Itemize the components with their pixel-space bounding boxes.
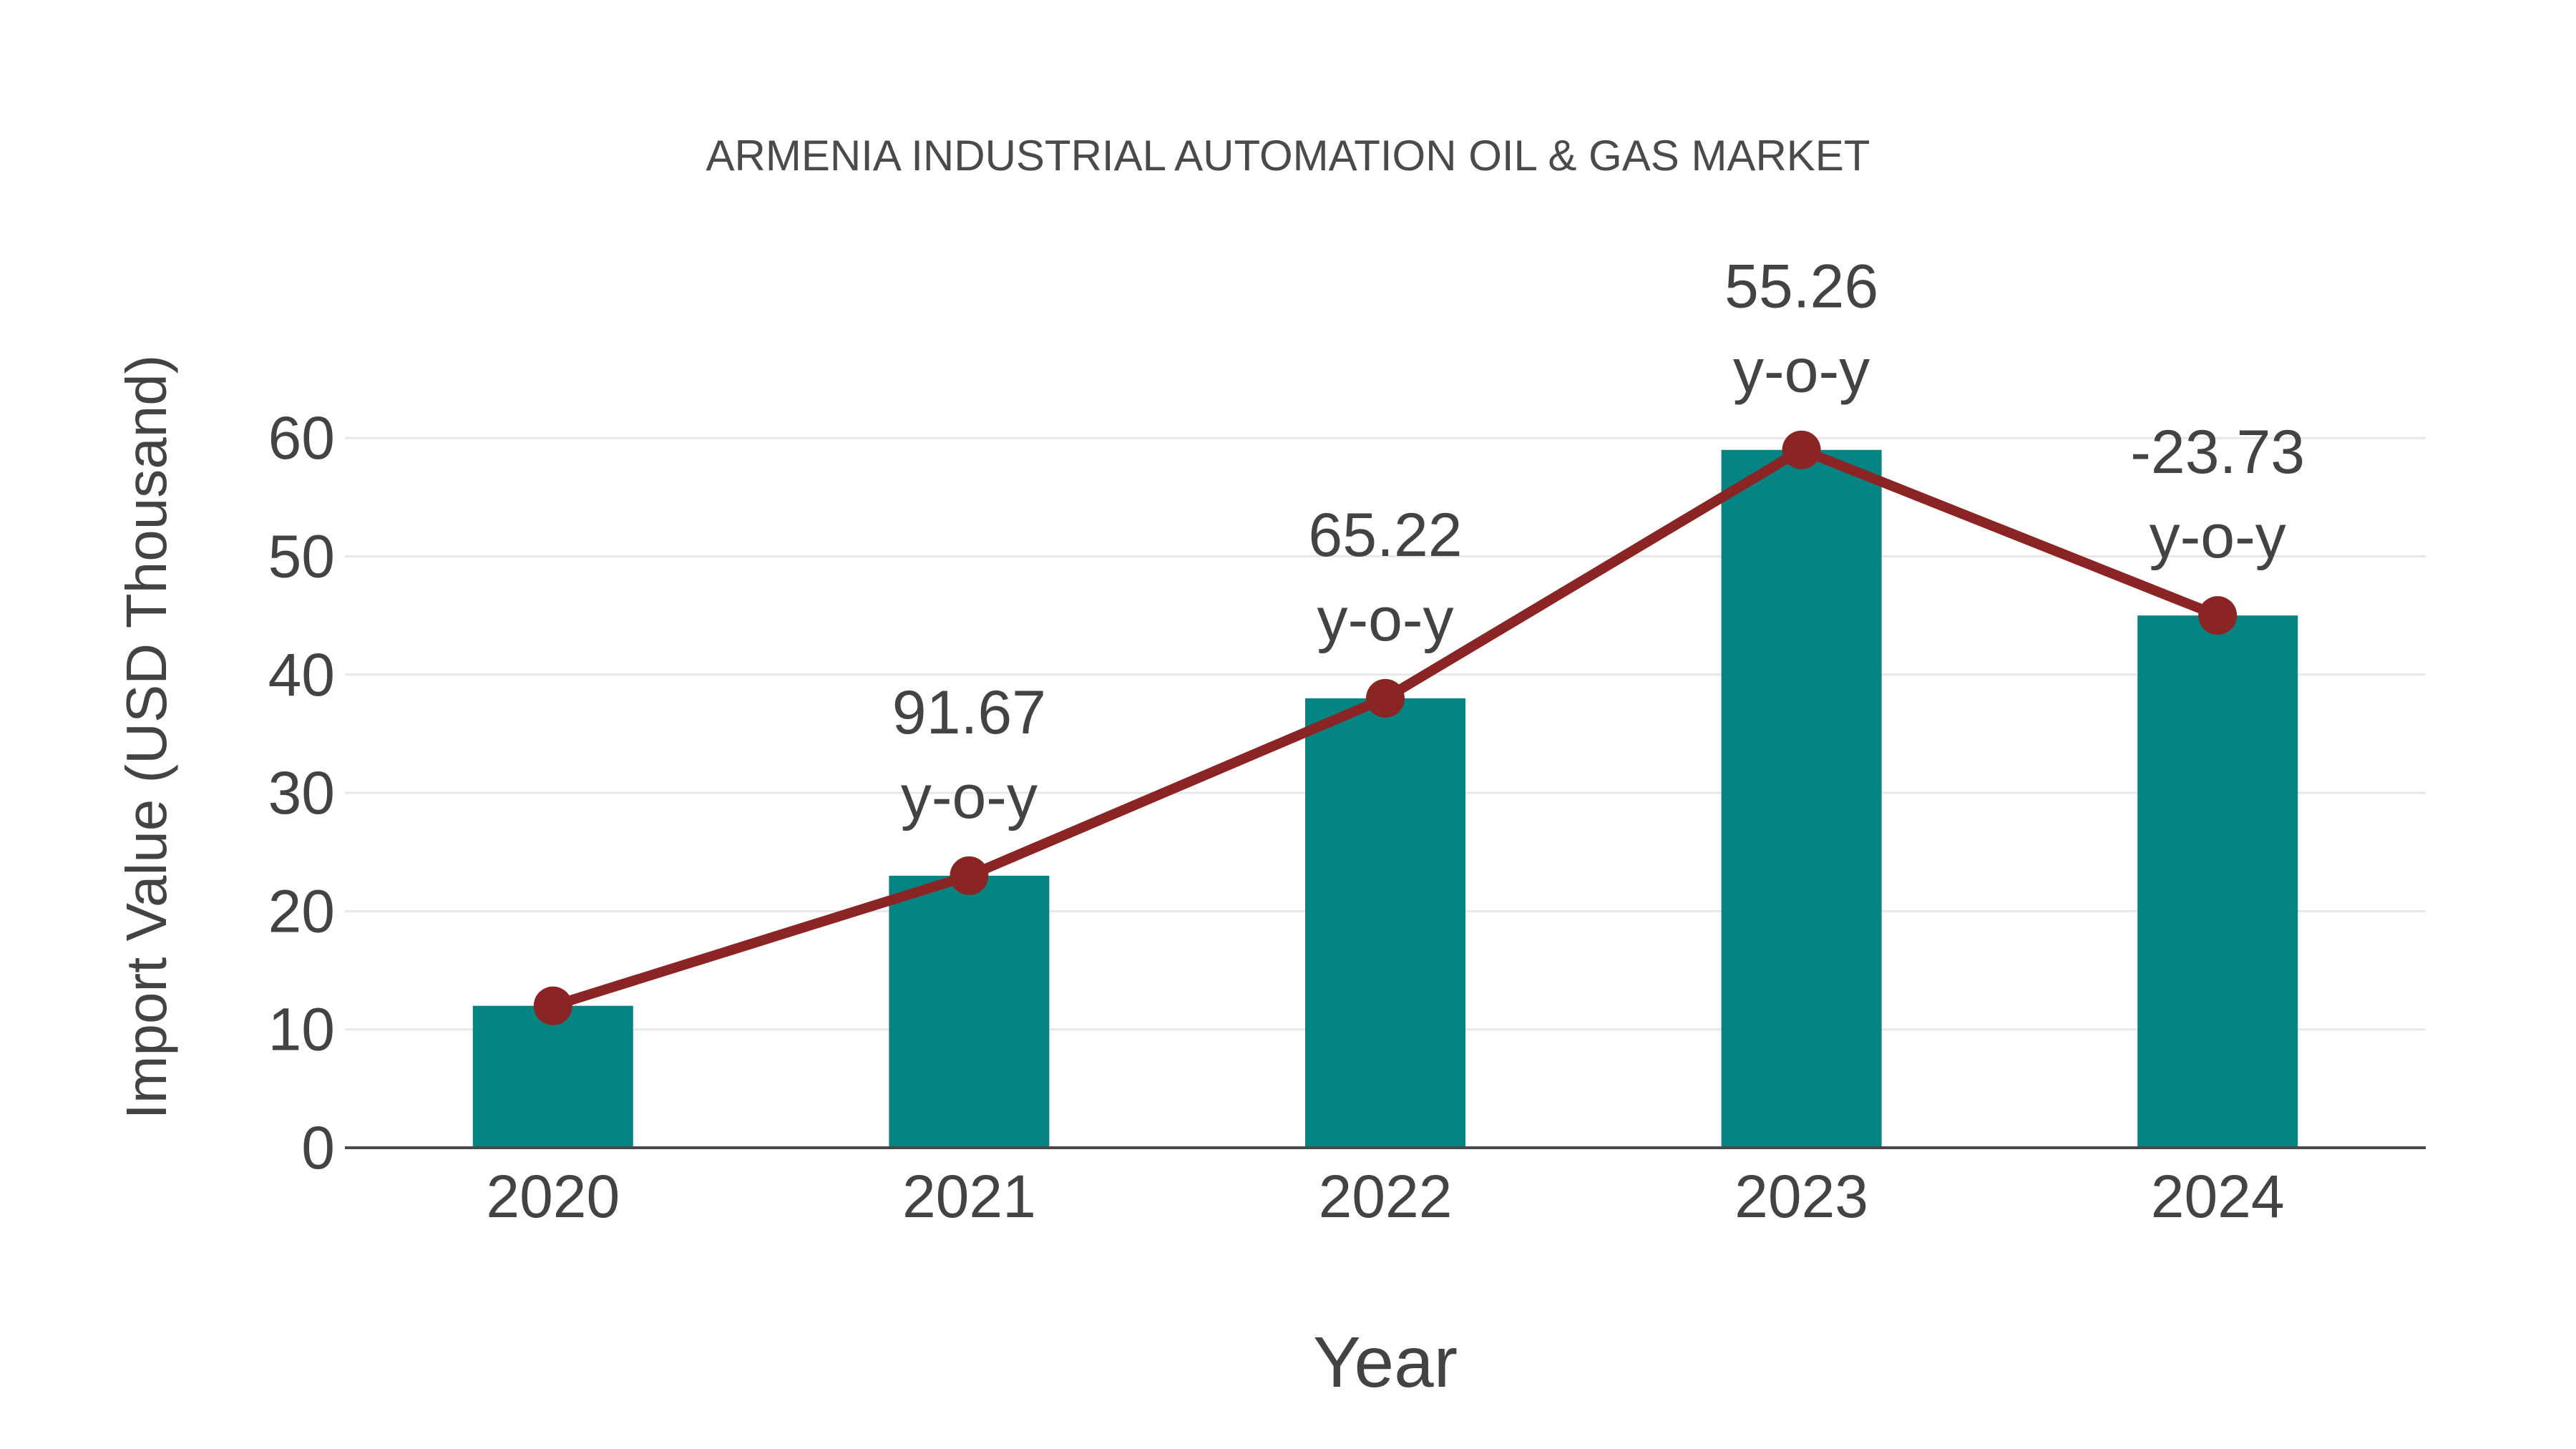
bar-2020: [472, 1005, 633, 1148]
trend-marker-2024: [2198, 596, 2238, 635]
annotation-unit-2021: y-o-y: [901, 763, 1038, 831]
annotation-unit-2023: y-o-y: [1733, 337, 1870, 406]
y-tick-labels: 0 10 20 30 40 50 60: [268, 404, 335, 1181]
y-tick-label: 50: [268, 523, 335, 590]
trend-line-layer: [533, 430, 2238, 1025]
y-tick-label: 60: [268, 404, 335, 472]
annotation-value-2023: 55.26: [1724, 253, 1878, 321]
bar-2024: [2137, 615, 2298, 1148]
x-tick-label-2020: 2020: [486, 1163, 620, 1230]
x-tick-label-2021: 2021: [902, 1163, 1036, 1230]
y-tick-label: 10: [268, 996, 335, 1063]
bar-2022: [1305, 698, 1465, 1148]
trend-marker-2023: [1782, 430, 1821, 469]
trend-marker-2020: [533, 986, 572, 1025]
x-tick-label-2023: 2023: [1735, 1163, 1868, 1230]
annotation-value-2024: -23.73: [2130, 418, 2305, 487]
trend-marker-2021: [950, 856, 989, 895]
annotations-layer: 91.67 y-o-y 65.22 y-o-y 55.26 y-o-y -23.73 y-o-…: [892, 253, 2305, 831]
annotation-unit-2024: y-o-y: [2150, 502, 2286, 571]
x-axis-title: Year: [1313, 1322, 1458, 1402]
trend-marker-2022: [1366, 678, 1405, 718]
x-tick-labels: 2020 2021 2022 2023 2024: [486, 1163, 2284, 1230]
y-tick-label: 40: [268, 641, 335, 708]
y-tick-label: 30: [268, 759, 335, 826]
bars-layer: [472, 449, 2298, 1148]
bar-2021: [889, 875, 1050, 1148]
annotation-unit-2022: y-o-y: [1317, 585, 1453, 654]
bar-2023: [1721, 449, 1882, 1148]
x-tick-label-2022: 2022: [1319, 1163, 1453, 1230]
y-axis-title: Import Value (USD Thousand): [114, 355, 178, 1120]
x-tick-label-2024: 2024: [2151, 1163, 2285, 1230]
chart-title: ARMENIA INDUSTRIAL AUTOMATION OIL & GAS …: [706, 132, 1870, 180]
y-tick-label: 20: [268, 877, 335, 945]
y-tick-label: 0: [301, 1114, 335, 1181]
annotation-value-2022: 65.22: [1308, 501, 1462, 570]
annotation-value-2021: 91.67: [892, 678, 1046, 747]
